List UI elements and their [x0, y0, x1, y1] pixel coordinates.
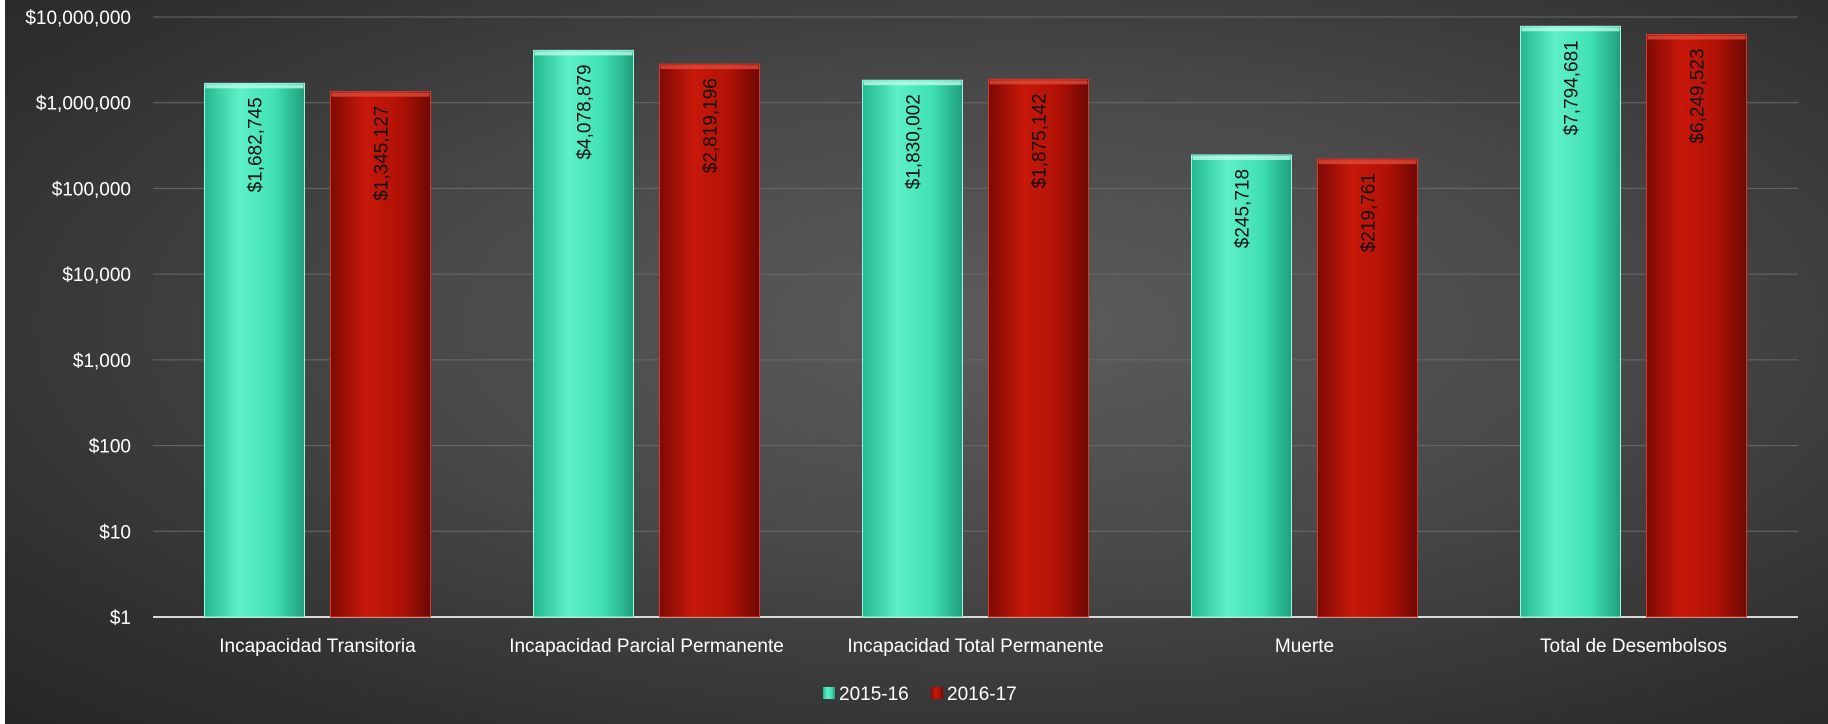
data-label: $4,078,879: [575, 64, 596, 159]
bar-cap: [1521, 27, 1620, 32]
bar-cap: [989, 80, 1088, 85]
bar-2016-17-0: [330, 91, 431, 618]
y-tick-label: $100: [89, 437, 131, 458]
data-label: $2,819,196: [701, 78, 722, 173]
bar-2015-16-3: [1191, 154, 1292, 618]
bar-cap: [1647, 35, 1746, 40]
bar-cap: [331, 92, 430, 97]
bar-2015-16-2: [862, 79, 963, 618]
chart-frame: $1 $10 $100 $1,000 $10,000 $100,000 $1,000,000…: [5, 0, 1828, 724]
bar-cap: [205, 84, 304, 89]
data-label: $219,761: [1359, 173, 1380, 252]
data-label: $1,830,002: [904, 94, 925, 189]
data-label: $6,249,523: [1688, 48, 1709, 143]
category-label: Muerte: [1275, 636, 1334, 657]
data-label: $1,345,127: [372, 106, 393, 201]
bar-2016-17-4: [1646, 33, 1747, 618]
y-tick-label: $1: [110, 608, 131, 629]
bar-2015-16-0: [204, 82, 305, 618]
legend-swatch: [823, 687, 835, 699]
bar-cap: [660, 65, 759, 70]
y-tick-label: $1,000: [73, 351, 131, 372]
y-tick-label: $10,000: [62, 265, 131, 286]
bar-chart: $1 $10 $100 $1,000 $10,000 $100,000 $1,000,000…: [25, 8, 1798, 705]
bars: $1,682,745 $1,345,127 $4,078,879 $2,819,196…: [204, 25, 1747, 618]
legend-label: 2016-17: [947, 684, 1017, 705]
legend-label: 2015-16: [839, 684, 909, 705]
legend-swatch: [931, 687, 943, 699]
legend: 2015-16 2016-17: [823, 684, 1017, 705]
data-label: $7,794,681: [1562, 40, 1583, 135]
data-label: $1,682,745: [246, 97, 267, 192]
data-label: $1,875,142: [1030, 93, 1051, 188]
y-tick-label: $100,000: [52, 179, 131, 200]
category-label: Incapacidad Total Permanente: [847, 636, 1103, 657]
bar-cap: [534, 51, 633, 56]
bar-2016-17-1: [659, 63, 760, 618]
bar-cap: [863, 81, 962, 86]
category-label: Total de Desembolsos: [1540, 636, 1727, 657]
bar-cap: [1192, 155, 1291, 160]
bar-2015-16-4: [1520, 25, 1621, 618]
bar-2016-17-3: [1317, 158, 1418, 618]
x-axis: Incapacidad Transitoria Incapacidad Parci…: [219, 636, 1727, 657]
bar-cap: [1318, 160, 1417, 165]
y-tick-label: $10,000,000: [25, 8, 131, 29]
category-label: Incapacidad Parcial Permanente: [509, 636, 784, 657]
y-tick-label: $10: [99, 522, 131, 543]
bar-2016-17-2: [988, 78, 1089, 618]
category-label: Incapacidad Transitoria: [219, 636, 416, 657]
y-tick-label: $1,000,000: [36, 94, 131, 115]
bar-2015-16-1: [533, 49, 634, 618]
data-label: $245,718: [1233, 169, 1254, 248]
